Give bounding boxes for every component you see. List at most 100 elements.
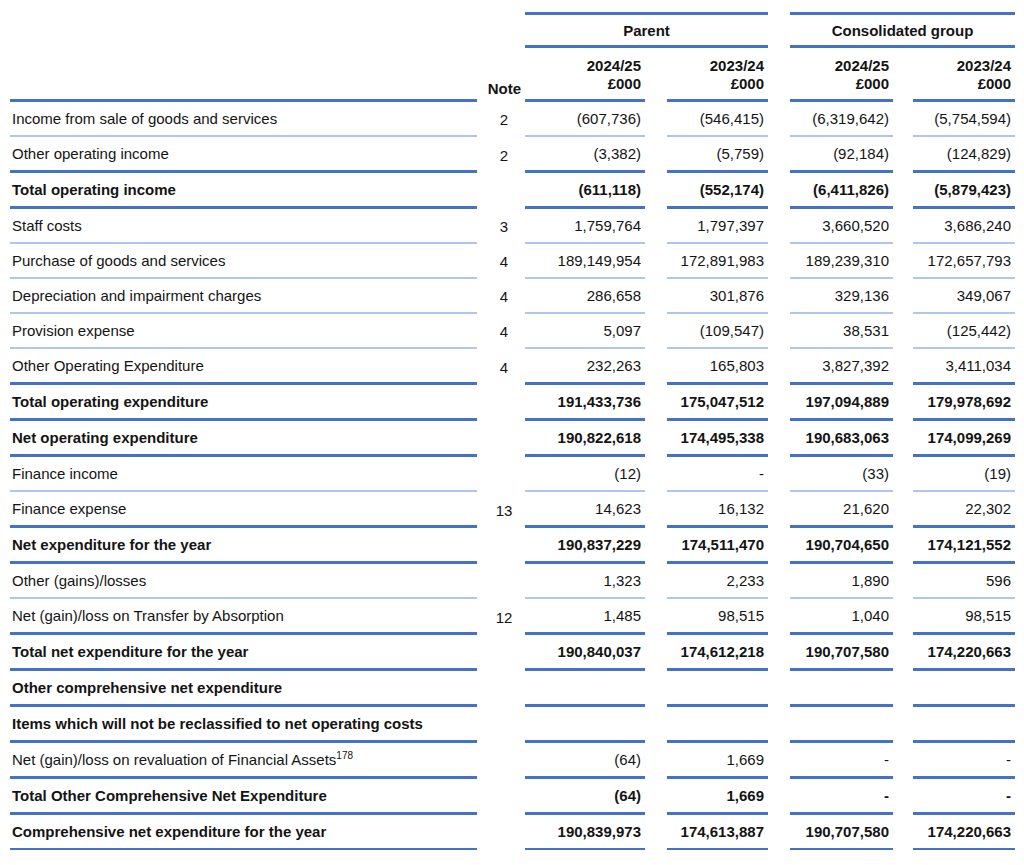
column-gap (477, 314, 485, 349)
value-cell: (5,754,594) (913, 102, 1015, 137)
row-label: Items which will not be reclassified to … (10, 707, 477, 743)
column-gap (893, 421, 913, 457)
value-cell: 1,669 (667, 743, 768, 779)
note-value (485, 421, 523, 457)
column-gap (893, 314, 913, 349)
column-header-group-2024-25: 2024/25 £000 (790, 48, 893, 102)
row-label: Other (gains)/losses (10, 564, 477, 599)
column-gap (477, 421, 485, 457)
value-cell: 1,669 (667, 779, 768, 815)
value-cell: 16,132 (667, 492, 768, 528)
value-cell: 3,827,392 (790, 349, 893, 385)
table-row: Total net expenditure for the year190,84… (10, 635, 1015, 671)
value-cell: (124,829) (913, 137, 1015, 173)
table-row: Other (gains)/losses1,3232,2331,890596 (10, 564, 1015, 599)
table-row: Net (gain)/loss on revaluation of Financ… (10, 743, 1015, 779)
table-row: Depreciation and impairment charges4286,… (10, 279, 1015, 314)
column-gap (645, 314, 667, 349)
column-gap (477, 137, 485, 173)
value-cell: 21,620 (790, 492, 893, 528)
table-row: Provision expense45,097(109,547)38,531(1… (10, 314, 1015, 349)
note-value (485, 635, 523, 671)
column-gap (477, 385, 485, 421)
value-cell: (611,118) (525, 173, 645, 209)
column-gap (893, 528, 913, 564)
column-gap (645, 421, 667, 457)
note-value (485, 707, 523, 743)
group-header-spacer (10, 12, 477, 48)
value-cell (667, 671, 768, 707)
value-cell: 172,891,983 (667, 244, 768, 279)
note-value: 13 (485, 492, 523, 528)
value-cell: (607,736) (525, 102, 645, 137)
note-value: 2 (485, 102, 523, 137)
column-gap (645, 492, 667, 528)
value-cell: 3,686,240 (913, 209, 1015, 244)
column-gap (477, 457, 485, 492)
value-cell: - (913, 779, 1015, 815)
value-cell: 232,263 (525, 349, 645, 385)
value-cell: 22,302 (913, 492, 1015, 528)
column-gap (893, 137, 913, 173)
column-gap (768, 137, 790, 173)
column-gap (893, 635, 913, 671)
table-row: Other Operating Expenditure4232,263165,8… (10, 349, 1015, 385)
table-row: Total operating expenditure191,433,73617… (10, 385, 1015, 421)
column-gap (768, 457, 790, 492)
label-column-header (10, 48, 477, 102)
row-label: Depreciation and impairment charges (10, 279, 477, 314)
note-value: 4 (485, 279, 523, 314)
column-gap (768, 779, 790, 815)
value-cell: 172,657,793 (913, 244, 1015, 279)
column-gap (893, 671, 913, 707)
column-gap (477, 349, 485, 385)
group-header-consolidated: Consolidated group (790, 12, 1015, 48)
table-row: Total Other Comprehensive Net Expenditur… (10, 779, 1015, 815)
value-cell: 98,515 (913, 599, 1015, 635)
column-gap (893, 707, 913, 743)
value-cell: (3,382) (525, 137, 645, 173)
column-gap (645, 48, 667, 102)
value-cell (525, 707, 645, 743)
row-label: Other Operating Expenditure (10, 349, 477, 385)
table-row: Income from sale of goods and services2(… (10, 102, 1015, 137)
group-header-parent: Parent (525, 12, 768, 48)
value-cell: 179,978,692 (913, 385, 1015, 421)
table-row: Total operating income(611,118)(552,174)… (10, 173, 1015, 209)
column-gap (768, 815, 790, 850)
column-gap (477, 244, 485, 279)
value-cell (790, 671, 893, 707)
column-gap (768, 671, 790, 707)
value-cell: 190,683,063 (790, 421, 893, 457)
column-gap (768, 564, 790, 599)
note-value (485, 528, 523, 564)
group-header-spacer (485, 12, 523, 48)
row-label: Total Other Comprehensive Net Expenditur… (10, 779, 477, 815)
column-gap (768, 707, 790, 743)
value-cell: 2,233 (667, 564, 768, 599)
column-header-group-2023-24: 2023/24 £000 (913, 48, 1015, 102)
column-gap (893, 48, 913, 102)
value-cell: 329,136 (790, 279, 893, 314)
value-cell: 165,803 (667, 349, 768, 385)
column-gap (477, 599, 485, 635)
value-cell (913, 707, 1015, 743)
column-gap (645, 209, 667, 244)
table-row: Finance income(12)-(33)(19) (10, 457, 1015, 492)
column-gap (768, 173, 790, 209)
column-unit: £000 (856, 75, 889, 92)
column-gap (477, 102, 485, 137)
table-row: Other operating income2(3,382)(5,759)(92… (10, 137, 1015, 173)
value-cell: 5,097 (525, 314, 645, 349)
column-gap (477, 279, 485, 314)
column-gap (645, 707, 667, 743)
value-cell: 174,220,663 (913, 815, 1015, 850)
column-gap (645, 528, 667, 564)
row-label: Net (gain)/loss on revaluation of Financ… (10, 743, 477, 779)
column-gap (768, 635, 790, 671)
table-row: Net (gain)/loss on Transfer by Absorptio… (10, 599, 1015, 635)
value-cell: 190,839,973 (525, 815, 645, 850)
row-label: Other operating income (10, 137, 477, 173)
value-cell: 14,623 (525, 492, 645, 528)
column-gap (893, 173, 913, 209)
